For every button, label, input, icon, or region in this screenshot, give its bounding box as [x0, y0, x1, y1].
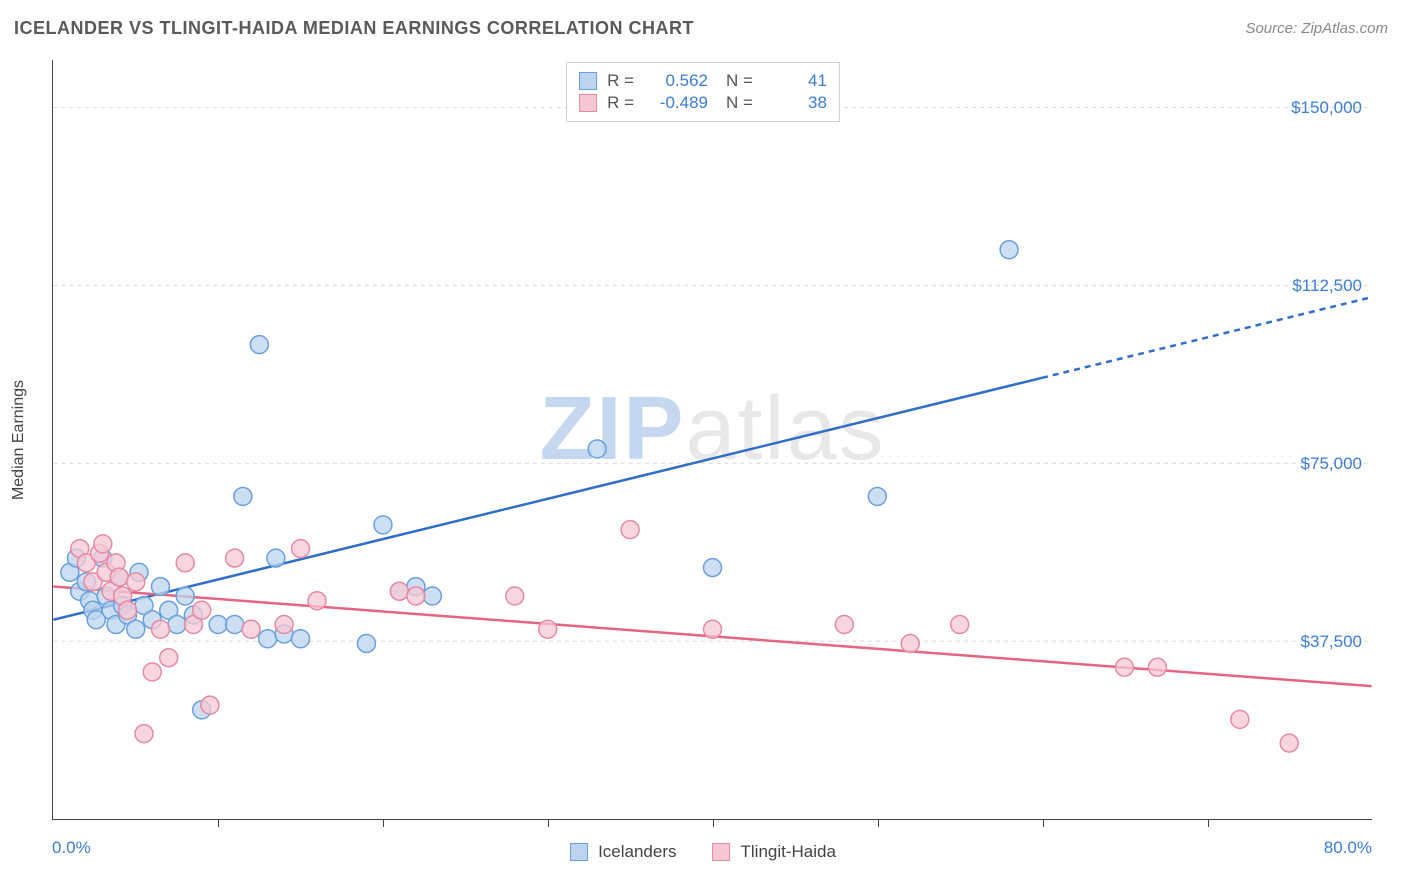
- data-point: [226, 616, 244, 634]
- data-point: [209, 616, 227, 634]
- data-point: [110, 568, 128, 586]
- x-tick: [1043, 819, 1044, 827]
- data-point: [1231, 710, 1249, 728]
- data-point: [151, 620, 169, 638]
- data-point: [275, 616, 293, 634]
- data-point: [127, 620, 145, 638]
- data-point: [226, 549, 244, 567]
- data-point: [901, 634, 919, 652]
- data-point: [308, 592, 326, 610]
- trend-line-icelanders: [53, 378, 1042, 620]
- data-point: [135, 725, 153, 743]
- data-point: [201, 696, 219, 714]
- y-tick-label: $112,500: [1292, 276, 1362, 296]
- data-point: [193, 601, 211, 619]
- legend-item-tlingit: Tlingit-Haida: [713, 842, 836, 862]
- data-point: [357, 634, 375, 652]
- x-axis-min-label: 0.0%: [52, 838, 91, 858]
- data-point: [704, 559, 722, 577]
- data-point: [94, 535, 112, 553]
- x-tick: [713, 819, 714, 827]
- data-point: [506, 587, 524, 605]
- data-point: [176, 554, 194, 572]
- trend-line-dashed-icelanders: [1042, 297, 1372, 378]
- y-tick-label: $150,000: [1291, 98, 1362, 118]
- n-label: N =: [726, 93, 753, 113]
- chart-source: Source: ZipAtlas.com: [1245, 20, 1388, 37]
- data-point: [119, 601, 137, 619]
- data-point: [292, 630, 310, 648]
- data-point: [835, 616, 853, 634]
- legend-item-icelanders: Icelanders: [570, 842, 676, 862]
- x-axis-max-label: 80.0%: [1324, 838, 1372, 858]
- data-point: [407, 587, 425, 605]
- n-label: N =: [726, 71, 753, 91]
- data-point: [588, 440, 606, 458]
- data-point: [1000, 241, 1018, 259]
- correlation-stats-box: R = 0.562 N = 41 R = -0.489 N = 38: [566, 62, 840, 122]
- data-point: [704, 620, 722, 638]
- data-point: [151, 578, 169, 596]
- data-point: [539, 620, 557, 638]
- chart-title: ICELANDER VS TLINGIT-HAIDA MEDIAN EARNIN…: [14, 18, 694, 39]
- data-point: [868, 487, 886, 505]
- data-point: [143, 663, 161, 681]
- stats-row-tlingit: R = -0.489 N = 38: [579, 93, 827, 113]
- data-point: [127, 573, 145, 591]
- r-label: R =: [607, 71, 634, 91]
- legend-swatch-tlingit: [713, 843, 731, 861]
- data-point: [259, 630, 277, 648]
- legend-label-tlingit: Tlingit-Haida: [741, 842, 836, 862]
- chart-svg: [53, 60, 1372, 819]
- x-tick: [548, 819, 549, 827]
- chart-container: ICELANDER VS TLINGIT-HAIDA MEDIAN EARNIN…: [0, 0, 1406, 892]
- data-point: [951, 616, 969, 634]
- legend-bottom: Icelanders Tlingit-Haida: [570, 842, 836, 862]
- data-point: [250, 336, 268, 354]
- r-label: R =: [607, 93, 634, 113]
- data-point: [242, 620, 260, 638]
- data-point: [423, 587, 441, 605]
- x-tick: [383, 819, 384, 827]
- r-value-icelanders: 0.562: [644, 71, 708, 91]
- data-point: [621, 521, 639, 539]
- x-tick: [1208, 819, 1209, 827]
- data-point: [292, 540, 310, 558]
- swatch-icelanders: [579, 72, 597, 90]
- y-tick-label: $37,500: [1301, 632, 1362, 652]
- data-point: [234, 487, 252, 505]
- n-value-tlingit: 38: [763, 93, 827, 113]
- data-point: [160, 649, 178, 667]
- legend-swatch-icelanders: [570, 843, 588, 861]
- data-point: [1280, 734, 1298, 752]
- y-tick-label: $75,000: [1301, 454, 1362, 474]
- x-tick: [218, 819, 219, 827]
- data-point: [1148, 658, 1166, 676]
- data-point: [168, 616, 186, 634]
- y-axis-title: Median Earnings: [10, 380, 28, 500]
- data-point: [1115, 658, 1133, 676]
- swatch-tlingit: [579, 94, 597, 112]
- data-point: [267, 549, 285, 567]
- data-point: [374, 516, 392, 534]
- r-value-tlingit: -0.489: [644, 93, 708, 113]
- legend-label-icelanders: Icelanders: [598, 842, 676, 862]
- data-point: [176, 587, 194, 605]
- n-value-icelanders: 41: [763, 71, 827, 91]
- plot-area: ZIPatlas $37,500$75,000$112,500$150,000: [52, 60, 1372, 820]
- x-tick: [878, 819, 879, 827]
- data-point: [390, 582, 408, 600]
- stats-row-icelanders: R = 0.562 N = 41: [579, 71, 827, 91]
